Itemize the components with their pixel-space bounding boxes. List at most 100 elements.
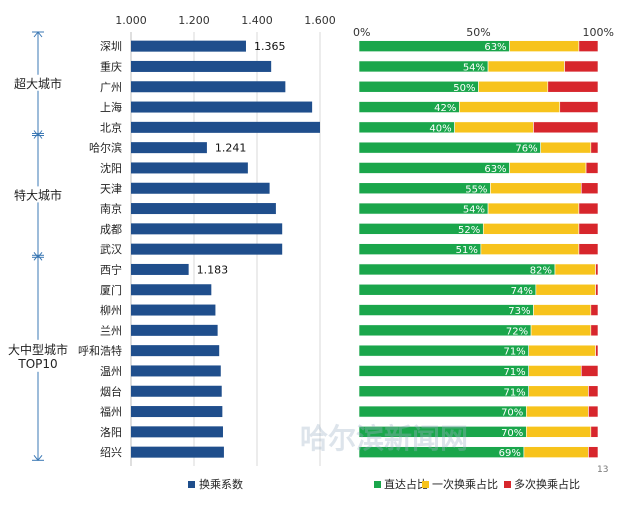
right-axis-ticks: 0% 50% 100%: [353, 26, 614, 39]
bar-multi-transfer-1: [578, 40, 599, 52]
bar-multi-transfer-11: [578, 243, 599, 255]
right-tick-label: 100%: [583, 26, 614, 39]
direct-share-label: 51%: [456, 245, 478, 256]
bar-one-transfer-1: [509, 40, 580, 52]
direct-share-label: 63%: [484, 42, 506, 53]
category-label: 上海: [100, 100, 122, 114]
bar-coefficient-17: [131, 365, 221, 377]
data-label: 1.365: [254, 40, 286, 53]
bar-coefficient-16: [131, 345, 220, 357]
bar-coefficient-18: [131, 385, 222, 397]
bar-one-transfer-7: [509, 162, 587, 174]
bar-coefficient-11: [131, 243, 283, 255]
bar-one-transfer-2: [487, 60, 565, 73]
bar-one-transfer-13: [535, 283, 596, 296]
bar-one-transfer-9: [487, 202, 580, 215]
direct-share-label: 54%: [463, 205, 485, 216]
right-bars: 63% 54% 50% 42% 40% 76% 63% 55% 54% 52% 51% 82% 74% 7…: [358, 40, 599, 459]
category-label: 厦门: [100, 283, 122, 297]
bar-coefficient-6: [131, 142, 207, 154]
direct-share-label: 70%: [501, 408, 523, 419]
direct-share-label: 74%: [511, 286, 533, 297]
bar-one-transfer-4: [459, 101, 561, 113]
bar-one-transfer-18: [528, 385, 589, 398]
bar-coefficient-10: [131, 223, 283, 235]
direct-share-label: 72%: [506, 326, 528, 337]
bar-coefficient-14: [131, 304, 216, 316]
direct-share-label: 69%: [499, 448, 521, 459]
left-data-labels: 1.365 1.241 1.183: [197, 40, 286, 276]
legend: 换乘系数 直达占比 一次换乘占比 多次换乘占比: [188, 477, 580, 491]
direct-share-label: 82%: [530, 265, 552, 276]
category-label: 天津: [100, 182, 122, 195]
bar-one-transfer-17: [528, 365, 582, 377]
bar-one-transfer-6: [540, 141, 592, 154]
direct-share-label: 40%: [429, 123, 451, 134]
group-label-bg: [12, 74, 64, 91]
bar-coefficient-15: [131, 324, 218, 336]
bar-multi-transfer-2: [564, 60, 599, 73]
bar-one-transfer-21: [523, 446, 589, 458]
bar-one-transfer-16: [528, 344, 596, 357]
left-tick-label: 1.400: [241, 14, 273, 27]
category-label: 绍兴: [100, 445, 122, 459]
right-tick-label: 50%: [466, 26, 490, 39]
legend-swatch: [422, 481, 429, 488]
bar-multi-transfer-4: [559, 101, 599, 113]
right-tick-label: 0%: [353, 26, 370, 39]
category-label: 重庆: [100, 59, 122, 73]
bar-coefficient-5: [131, 121, 320, 133]
bar-one-transfer-14: [533, 304, 592, 316]
watermark-layer: 哈尔滨新闻网: [300, 422, 468, 455]
category-label: 福州: [100, 405, 122, 419]
group-label-bg: [4, 339, 76, 372]
group-label: 超大城市: [14, 76, 62, 91]
legend-label: 多次换乘占比: [514, 477, 580, 491]
bar-coefficient-12: [131, 263, 189, 275]
bar-coefficient-13: [131, 284, 212, 296]
bar-one-transfer-12: [554, 263, 596, 276]
bar-direct-6: [358, 141, 541, 154]
direct-share-label: 70%: [501, 428, 523, 439]
legend-swatch: [504, 481, 511, 488]
bar-coefficient-4: [131, 101, 313, 113]
category-label: 北京: [100, 120, 122, 134]
group-label: 特大城市: [14, 187, 62, 202]
direct-share-label: 50%: [453, 83, 475, 94]
bar-one-transfer-3: [478, 80, 549, 93]
group-label: 大中型城市: [8, 342, 68, 357]
bar-direct-13: [358, 283, 537, 296]
category-label: 哈尔滨: [89, 141, 122, 155]
category-label: 南京: [100, 202, 122, 216]
bar-one-transfer-8: [490, 182, 582, 195]
category-label: 武汉: [100, 243, 122, 256]
legend-label: 换乘系数: [199, 477, 243, 491]
bar-coefficient-21: [131, 446, 224, 458]
group-label: TOP10: [17, 357, 57, 371]
bar-coefficient-8: [131, 182, 270, 194]
data-label: 1.183: [197, 263, 229, 276]
category-label: 西宁: [100, 262, 122, 276]
bar-direct-12: [358, 263, 556, 276]
bar-multi-transfer-18: [588, 385, 599, 398]
direct-share-label: 63%: [484, 164, 506, 175]
direct-share-label: 76%: [515, 144, 537, 155]
bar-multi-transfer-9: [578, 202, 599, 215]
left-tick-label: 1.200: [178, 14, 210, 27]
left-tick-label: 1.000: [115, 14, 147, 27]
legend-label: 一次换乘占比: [432, 477, 498, 491]
bar-multi-transfer-10: [578, 223, 599, 235]
bar-multi-transfer-21: [588, 446, 599, 458]
bar-one-transfer-15: [530, 324, 592, 337]
category-label: 温州: [100, 365, 122, 378]
category-labels: 深圳重庆广州上海北京哈尔滨沈阳天津南京成都武汉西宁厦门柳州兰州呼和浩特温州烟台福…: [78, 40, 122, 459]
bar-one-transfer-19: [525, 405, 589, 418]
direct-share-label: 55%: [465, 184, 487, 195]
bar-one-transfer-10: [482, 223, 580, 235]
direct-share-label: 42%: [434, 103, 456, 114]
direct-share-label: 54%: [463, 62, 485, 73]
bar-one-transfer-5: [454, 121, 534, 134]
